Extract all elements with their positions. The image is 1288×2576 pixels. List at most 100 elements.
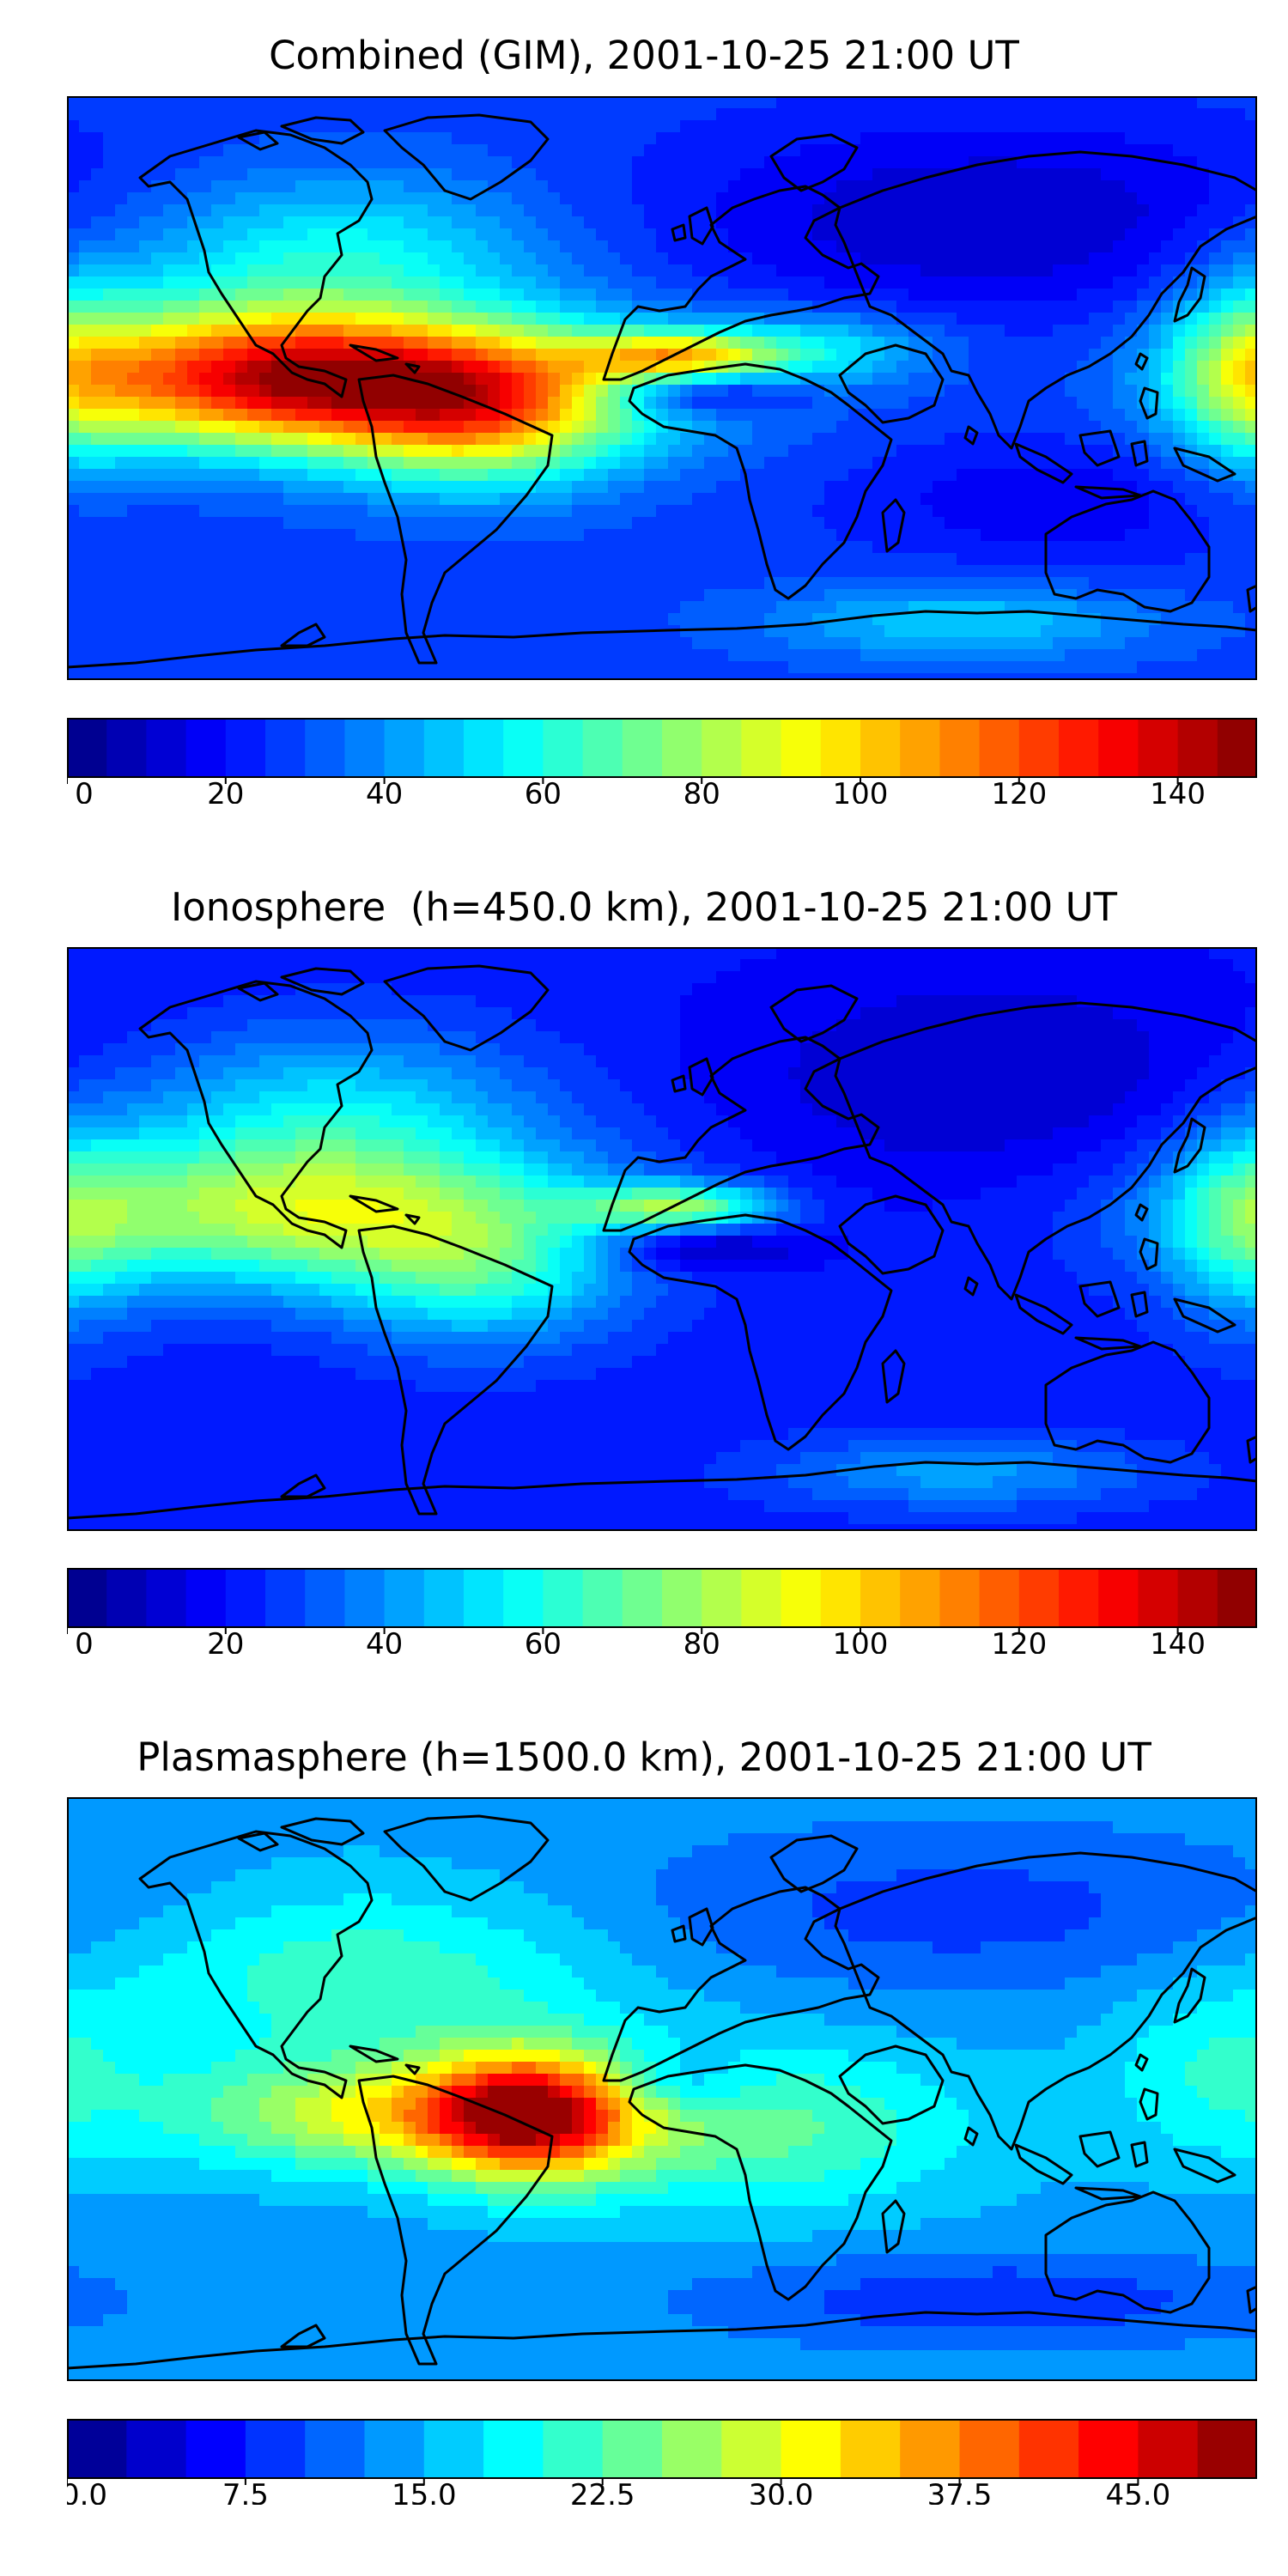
field-cell <box>860 457 873 470</box>
field-cell <box>752 493 765 506</box>
field-cell <box>560 156 573 169</box>
field-cell <box>596 216 609 229</box>
field-cell <box>331 120 344 133</box>
field-cell <box>295 120 308 133</box>
field-cell <box>800 264 813 277</box>
field-cell <box>584 947 597 960</box>
field-cell <box>67 373 80 386</box>
field-cell <box>584 469 597 482</box>
field-cell <box>584 228 597 241</box>
field-cell <box>836 216 849 229</box>
field-cell <box>416 264 428 277</box>
field-cell <box>416 577 428 590</box>
field-cell <box>211 301 224 313</box>
field-cell <box>981 505 993 518</box>
field-cell <box>680 120 693 133</box>
field-cell <box>1065 649 1078 662</box>
field-cell <box>355 108 368 121</box>
field-cell <box>993 289 1005 301</box>
field-cell <box>404 493 416 506</box>
field-cell <box>464 180 477 193</box>
field-cell <box>139 649 152 662</box>
field-cell <box>632 565 645 578</box>
field-cell <box>993 589 1005 602</box>
field-cell <box>235 565 248 578</box>
field-cell <box>416 313 428 325</box>
field-cell <box>1017 204 1030 217</box>
field-cell <box>331 613 344 626</box>
field-cell <box>500 649 513 662</box>
field-cell <box>993 481 1005 494</box>
field-cell <box>836 493 849 506</box>
colorbar-tick-label: 60 <box>525 777 562 804</box>
field-cell <box>368 264 380 277</box>
field-cell <box>235 264 248 277</box>
field-cell <box>524 625 537 638</box>
field-cell <box>380 264 392 277</box>
field-cell <box>139 108 152 121</box>
field-cell <box>1017 517 1030 530</box>
field-cell <box>884 505 897 518</box>
field-cell <box>908 445 921 458</box>
field-cell <box>584 337 597 349</box>
field-cell <box>175 601 188 614</box>
field-cell <box>1125 505 1138 518</box>
field-cell <box>957 325 969 337</box>
field-cell <box>1005 445 1018 458</box>
field-cell <box>620 385 633 398</box>
field-cell <box>1113 108 1126 121</box>
field-cell <box>103 601 116 614</box>
field-cell <box>1125 529 1138 542</box>
field-cell <box>103 361 116 374</box>
field-cell <box>307 445 320 458</box>
field-cell <box>91 156 104 169</box>
field-cell <box>1101 325 1114 337</box>
field-cell <box>440 276 453 289</box>
field-cell <box>632 132 645 145</box>
field-cell <box>740 529 753 542</box>
field-cell <box>656 661 669 674</box>
field-cell <box>392 397 404 410</box>
field-cell <box>500 637 513 650</box>
field-cell <box>981 204 993 217</box>
field-cell <box>67 553 80 566</box>
field-cell <box>235 457 248 470</box>
field-cell <box>848 216 861 229</box>
field-cell <box>67 228 80 241</box>
field-cell <box>596 144 609 157</box>
field-cell <box>67 445 80 458</box>
field-cell <box>812 457 825 470</box>
field-cell <box>993 313 1005 325</box>
field-cell <box>812 240 825 253</box>
field-cell <box>1101 517 1114 530</box>
field-cell <box>1017 577 1030 590</box>
field-cell <box>716 613 729 626</box>
field-cell <box>572 216 585 229</box>
field-cell <box>187 361 200 374</box>
field-cell <box>1065 481 1078 494</box>
field-cell <box>1137 301 1150 313</box>
field-cell <box>824 673 837 680</box>
field-cell <box>608 601 621 614</box>
field-cell <box>1065 457 1078 470</box>
field-cell <box>824 625 837 638</box>
field-cell <box>464 96 477 109</box>
field-cell <box>392 289 404 301</box>
field-cell <box>788 337 801 349</box>
field-cell <box>500 601 513 614</box>
field-cell <box>331 397 344 410</box>
field-cell <box>957 252 969 265</box>
field-cell <box>981 457 993 470</box>
field-cell <box>1137 613 1150 626</box>
field-cell <box>908 625 921 638</box>
field-cell <box>524 661 537 674</box>
field-cell <box>548 481 561 494</box>
field-cell <box>764 481 777 494</box>
field-cell <box>812 637 825 650</box>
field-cell <box>764 204 777 217</box>
field-cell <box>836 577 849 590</box>
field-cell <box>103 301 116 313</box>
field-cell <box>993 673 1005 680</box>
field-cell <box>1173 589 1186 602</box>
field-cell <box>1041 481 1054 494</box>
